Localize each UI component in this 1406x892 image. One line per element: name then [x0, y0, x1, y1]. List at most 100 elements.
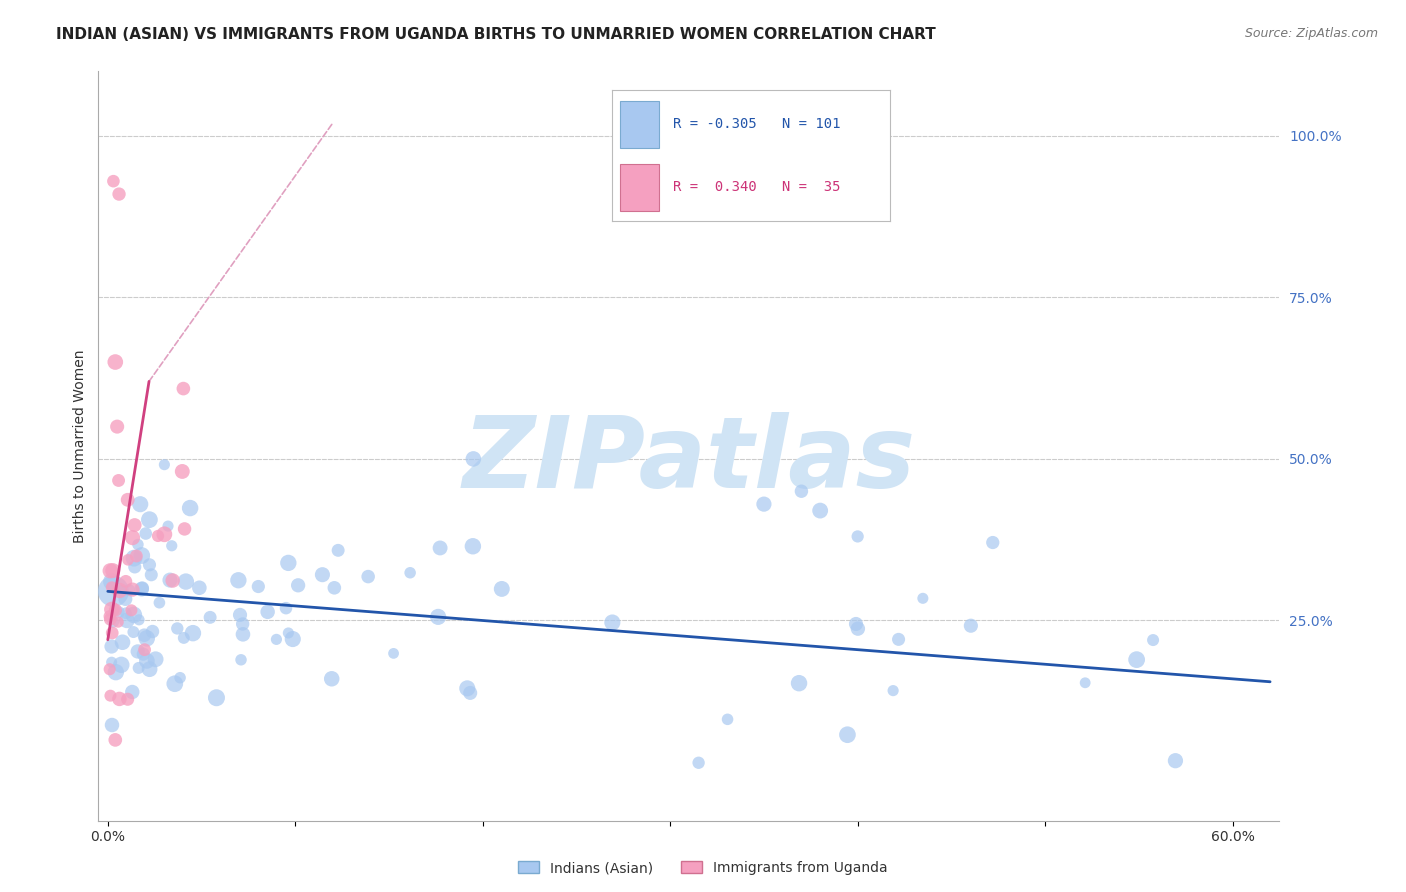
- Point: [98, 609, 121, 624]
- Point: [458, 686, 481, 700]
- Point: [122, 607, 145, 622]
- Point: [101, 580, 124, 594]
- Point: [105, 419, 128, 434]
- Point: [162, 574, 184, 588]
- Point: [153, 527, 176, 541]
- Point: [160, 539, 183, 553]
- Point: [100, 640, 122, 654]
- Point: [752, 497, 775, 511]
- Point: [138, 513, 160, 527]
- Point: [128, 613, 150, 627]
- Point: [121, 685, 143, 699]
- Point: [326, 543, 349, 558]
- Point: [135, 654, 157, 668]
- Point: [311, 567, 333, 582]
- Point: [121, 531, 143, 545]
- Point: [837, 728, 859, 742]
- Point: [887, 632, 910, 647]
- Point: [110, 583, 132, 598]
- Point: [122, 625, 145, 640]
- Point: [399, 566, 422, 580]
- Point: [107, 474, 129, 488]
- Point: [787, 676, 810, 690]
- Point: [138, 558, 160, 572]
- Point: [146, 529, 169, 543]
- Point: [456, 681, 478, 696]
- Point: [287, 578, 309, 592]
- Point: [104, 355, 127, 369]
- Point: [166, 622, 188, 636]
- Point: [1142, 633, 1164, 648]
- Point: [104, 732, 127, 747]
- Point: [100, 689, 122, 703]
- Point: [169, 671, 191, 685]
- Point: [229, 653, 252, 667]
- Point: [134, 642, 156, 657]
- Point: [103, 584, 125, 599]
- Point: [274, 601, 297, 615]
- Point: [117, 553, 139, 567]
- Point: [118, 583, 141, 598]
- Point: [461, 539, 484, 553]
- Legend: Indians (Asian), Immigrants from Uganda: Indians (Asian), Immigrants from Uganda: [513, 855, 893, 880]
- Point: [104, 665, 127, 680]
- Point: [127, 644, 149, 658]
- Point: [125, 549, 148, 563]
- Point: [131, 581, 153, 595]
- Point: [382, 646, 405, 660]
- Y-axis label: Births to Unmarried Women: Births to Unmarried Women: [73, 350, 87, 542]
- Point: [98, 564, 121, 578]
- Point: [256, 605, 278, 619]
- Point: [101, 564, 124, 578]
- Point: [429, 541, 451, 555]
- Point: [114, 574, 136, 589]
- Point: [101, 718, 124, 732]
- Point: [602, 615, 624, 630]
- Point: [98, 662, 121, 676]
- Point: [127, 537, 149, 551]
- Text: INDIAN (ASIAN) VS IMMIGRANTS FROM UGANDA BIRTHS TO UNMARRIED WOMEN CORRELATION C: INDIAN (ASIAN) VS IMMIGRANTS FROM UGANDA…: [56, 27, 936, 42]
- Point: [153, 458, 176, 472]
- Point: [134, 628, 156, 642]
- Point: [157, 519, 180, 533]
- Point: [790, 484, 813, 499]
- Point: [124, 560, 146, 574]
- Point: [427, 610, 450, 624]
- Point: [321, 672, 343, 686]
- Point: [808, 503, 831, 517]
- Point: [135, 632, 157, 646]
- Point: [173, 631, 195, 645]
- Point: [716, 712, 738, 726]
- Point: [124, 518, 146, 533]
- Point: [188, 581, 211, 595]
- Point: [141, 567, 163, 582]
- Point: [159, 573, 181, 587]
- Point: [247, 580, 270, 594]
- Point: [173, 522, 195, 536]
- Point: [138, 662, 160, 676]
- Point: [141, 624, 163, 639]
- Point: [960, 618, 983, 632]
- Point: [174, 574, 197, 589]
- Point: [145, 652, 167, 666]
- Point: [463, 451, 485, 466]
- Point: [229, 607, 252, 622]
- Point: [179, 501, 201, 516]
- Point: [688, 756, 710, 770]
- Point: [108, 187, 131, 202]
- Point: [981, 535, 1004, 549]
- Point: [232, 627, 254, 641]
- Point: [117, 492, 139, 507]
- Point: [266, 632, 288, 647]
- Text: ZIPatlas: ZIPatlas: [463, 412, 915, 509]
- Point: [357, 569, 380, 583]
- Point: [114, 592, 136, 607]
- Point: [148, 596, 170, 610]
- Point: [132, 647, 155, 661]
- Point: [100, 655, 122, 669]
- Point: [1125, 653, 1147, 667]
- Point: [228, 574, 250, 588]
- Point: [103, 174, 125, 188]
- Point: [277, 556, 299, 570]
- Point: [111, 635, 134, 649]
